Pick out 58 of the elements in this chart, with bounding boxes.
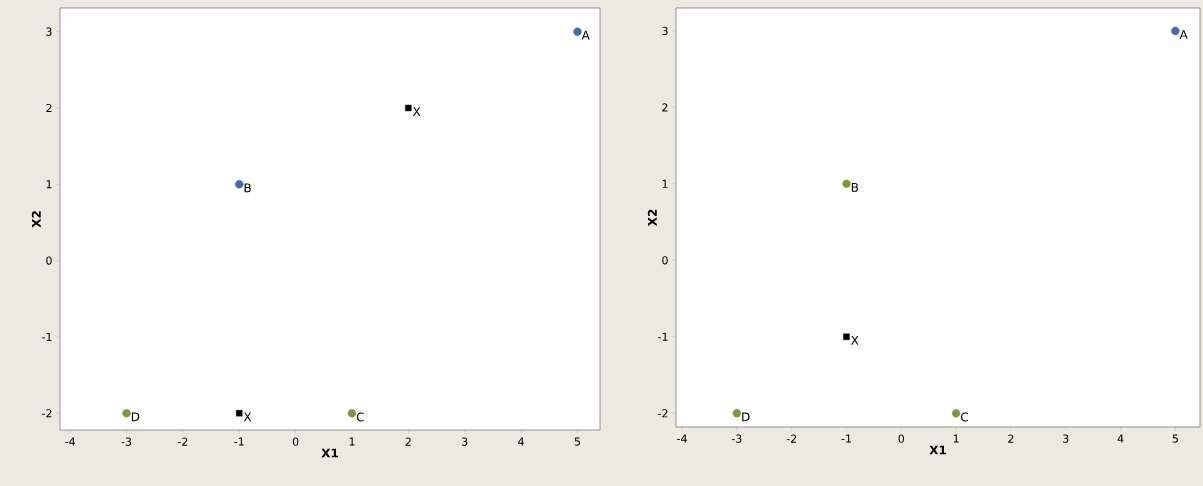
x-tick-label: 2 xyxy=(405,437,411,446)
point xyxy=(842,179,851,189)
y-axis-title: X2 xyxy=(647,209,657,227)
point xyxy=(347,409,357,418)
annotation: X xyxy=(243,412,252,422)
x-tick-label: 3 xyxy=(462,437,468,446)
y-tick-label: 1 xyxy=(46,180,52,189)
annotation: X xyxy=(851,335,859,345)
x-tick-label: -2 xyxy=(177,437,188,446)
x-tick-label: 1 xyxy=(349,437,355,446)
x-tick-label: 1 xyxy=(953,434,959,443)
x-tick-label: 5 xyxy=(574,437,580,446)
y-tick-label: 2 xyxy=(46,103,52,113)
y-tick-label: 0 xyxy=(46,256,52,265)
x-tick-label: -2 xyxy=(786,434,797,443)
point xyxy=(122,409,131,418)
annotation: X xyxy=(412,107,421,116)
x-tick-label: -4 xyxy=(677,434,687,443)
y-axis-title: X2 xyxy=(31,211,41,228)
x-tick-label: 2 xyxy=(1008,434,1014,443)
point xyxy=(843,333,850,340)
y-tick-label: 0 xyxy=(662,256,668,265)
y-tick-label: 3 xyxy=(662,26,668,36)
x-tick-label: 0 xyxy=(292,437,299,446)
x-tick-label: 0 xyxy=(898,434,905,443)
annotation: D xyxy=(742,412,750,422)
y-tick-label: -1 xyxy=(42,332,52,341)
y-tick-label: -1 xyxy=(658,332,668,341)
point xyxy=(235,180,244,189)
annotation: B xyxy=(851,183,859,192)
annotation: B xyxy=(244,183,251,193)
x-tick-label: 4 xyxy=(1117,434,1124,443)
y-tick-label: -2 xyxy=(658,409,668,418)
annotation: C xyxy=(356,412,364,422)
y-tick-label: -2 xyxy=(42,409,52,418)
x-tick-label: -1 xyxy=(841,434,851,443)
point xyxy=(236,410,243,417)
x-tick-label: -1 xyxy=(234,437,244,446)
x-axis-title: X1 xyxy=(929,445,946,455)
y-tick-label: 2 xyxy=(662,103,668,112)
x-tick-label: -4 xyxy=(65,437,75,446)
point xyxy=(951,409,961,418)
x-tick-label: 5 xyxy=(1172,434,1178,443)
x-tick-label: 3 xyxy=(1063,434,1069,443)
annotation: D xyxy=(131,412,140,422)
point xyxy=(573,27,582,36)
x-tick-label: 4 xyxy=(518,437,524,446)
annotation: A xyxy=(581,30,590,40)
x-axis-title: X1 xyxy=(321,448,338,458)
x-tick-label: -3 xyxy=(731,434,742,443)
point xyxy=(732,409,742,418)
x-tick-label: -3 xyxy=(121,437,132,446)
point xyxy=(405,104,412,112)
y-tick-label: 1 xyxy=(662,179,668,188)
point xyxy=(1171,26,1180,36)
y-tick-label: 3 xyxy=(46,27,52,36)
annotation: C xyxy=(960,412,968,422)
annotation: A xyxy=(1179,30,1188,39)
